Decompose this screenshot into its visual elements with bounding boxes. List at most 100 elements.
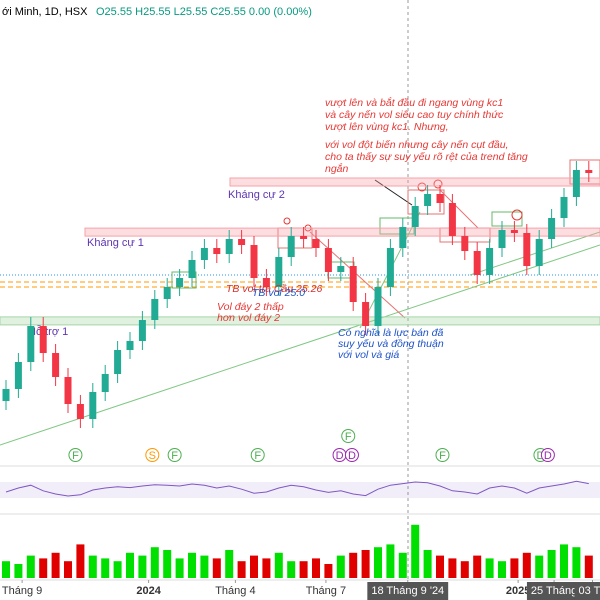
candle-body xyxy=(399,227,407,248)
volume-bar xyxy=(2,561,10,578)
candle-body xyxy=(300,236,308,239)
candle-body xyxy=(362,302,370,326)
candle-body xyxy=(2,389,10,401)
circle xyxy=(511,209,523,221)
volume-bar xyxy=(200,555,209,578)
x-tick-label: Tháng 4 xyxy=(215,585,255,597)
candle-body xyxy=(535,239,543,266)
event-marker xyxy=(68,448,83,462)
volume-bar xyxy=(411,524,420,578)
volume-bar xyxy=(101,558,110,578)
ohlc: O25.55 H25.55 L25.55 C25.55 0.00 (0.00%) xyxy=(96,6,312,18)
candle-body xyxy=(572,170,580,197)
candle-body xyxy=(250,245,258,278)
candle-body xyxy=(39,326,47,353)
candle-body xyxy=(163,287,171,299)
arrow xyxy=(374,179,413,206)
volume-bar xyxy=(498,561,506,578)
candle-body xyxy=(262,278,270,287)
candle-body xyxy=(585,170,593,173)
candle-body xyxy=(312,239,320,248)
box xyxy=(569,159,600,185)
candle-body xyxy=(424,194,432,206)
event-marker xyxy=(435,448,450,462)
volume-bar xyxy=(398,552,407,578)
candle-body xyxy=(225,239,233,254)
candle-body xyxy=(411,206,419,227)
event-marker xyxy=(344,448,359,462)
volume-bar xyxy=(547,550,556,578)
candle-body xyxy=(461,236,469,251)
annotation: với vol và giá xyxy=(338,349,399,361)
candle-body xyxy=(151,299,159,320)
event-label: F xyxy=(254,450,261,462)
candle-body xyxy=(560,197,568,218)
volume-bar xyxy=(163,550,172,578)
level-label: Kháng cự 1 xyxy=(87,237,144,249)
volume-bar xyxy=(287,561,296,578)
annotation: và cây nến vol siêu cao tuy chính thức xyxy=(325,109,504,121)
candle-body xyxy=(76,404,84,419)
annotation: TB vol tra Cầu 25.26 xyxy=(226,283,322,295)
volume-bar xyxy=(26,555,35,578)
candle-body xyxy=(188,260,196,278)
annotation: suy yếu và đồng thuận xyxy=(338,338,444,350)
candle-body xyxy=(523,233,531,266)
circle xyxy=(433,179,443,189)
candle-body xyxy=(138,320,146,341)
annotation: TB vol 25.0 xyxy=(252,287,305,299)
x-tick-highlight xyxy=(367,582,449,600)
x-tick-label: 2024 xyxy=(136,585,161,597)
volume-bar xyxy=(150,547,159,578)
circle xyxy=(417,182,427,192)
volume-bar xyxy=(460,561,469,578)
volume-bar xyxy=(64,561,72,578)
event-label: F xyxy=(439,450,446,462)
volume-bar xyxy=(225,550,234,578)
candle-body xyxy=(275,257,283,287)
candle-body xyxy=(89,392,97,419)
volume-bar xyxy=(485,558,494,578)
candle-body xyxy=(374,287,382,326)
volume-bar xyxy=(212,558,221,578)
volume-bar xyxy=(113,561,122,578)
volume-bar xyxy=(138,555,147,578)
volume-bar xyxy=(535,555,544,578)
candle-body xyxy=(101,374,109,392)
trend-line xyxy=(439,189,479,229)
volume-bar xyxy=(374,547,382,578)
volume-bar xyxy=(312,558,320,578)
candle-body xyxy=(27,326,35,362)
rsi-line xyxy=(5,480,589,497)
volume-bar xyxy=(336,555,345,578)
event-label: D xyxy=(348,450,356,462)
volume-bar xyxy=(126,552,134,578)
volume-bar xyxy=(423,550,432,578)
volume-bar xyxy=(584,555,593,578)
x-tick-label: 03 Th xyxy=(579,585,600,597)
x-tick-label: Tháng 9 xyxy=(2,585,42,597)
event-marker xyxy=(540,448,555,462)
candle-body xyxy=(213,248,221,254)
candle-body xyxy=(498,230,506,248)
volume-bar xyxy=(560,544,568,578)
annotation: với vol đột biến nhưng cây nến cụt đầu, xyxy=(325,139,508,151)
event-label: F xyxy=(345,431,352,443)
candle-body xyxy=(349,266,357,302)
event-marker xyxy=(145,448,160,462)
annotation: Vol đáy 2 thấp xyxy=(217,301,284,313)
candle-body xyxy=(510,230,518,233)
volume-bar xyxy=(175,558,184,578)
level-band xyxy=(84,227,600,237)
box xyxy=(171,271,197,289)
candle-body xyxy=(448,203,456,236)
event-label: F xyxy=(171,450,178,462)
event-label: S xyxy=(149,450,156,462)
volume-bar xyxy=(76,544,85,578)
trend-line xyxy=(0,244,600,446)
candle-body xyxy=(548,218,556,239)
rsi-band xyxy=(0,482,600,498)
candle-body xyxy=(126,341,134,350)
